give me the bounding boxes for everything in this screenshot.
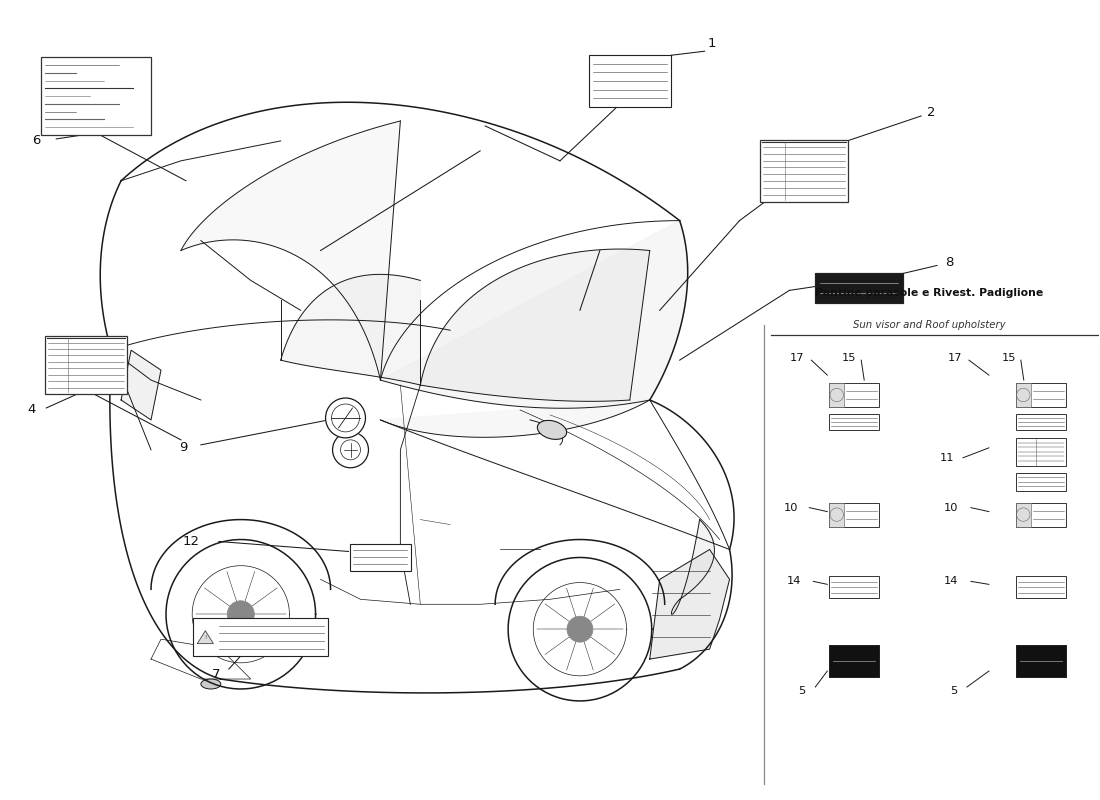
Text: 11: 11 (939, 453, 954, 462)
Polygon shape (420, 249, 650, 402)
Polygon shape (381, 400, 729, 550)
Bar (829, 502, 879, 526)
Text: 12: 12 (183, 535, 199, 548)
Bar (760, 140, 848, 202)
Bar (588, 55, 671, 107)
Polygon shape (671, 519, 714, 614)
Text: Pantine parasole e Rivest. Padiglione: Pantine parasole e Rivest. Padiglione (815, 288, 1043, 298)
Text: 5: 5 (798, 686, 805, 696)
Text: 15: 15 (1002, 353, 1016, 363)
Polygon shape (180, 121, 400, 380)
Text: 8: 8 (945, 256, 954, 269)
Text: 6: 6 (32, 134, 41, 147)
Bar (42, 57, 151, 135)
Bar (1015, 383, 1031, 407)
Bar (829, 383, 879, 407)
Text: 4: 4 (28, 403, 35, 417)
Text: 17: 17 (790, 353, 804, 363)
Bar (1015, 645, 1066, 677)
Circle shape (332, 432, 368, 468)
Ellipse shape (538, 421, 566, 439)
Polygon shape (197, 630, 213, 643)
Polygon shape (121, 350, 161, 420)
Text: 17: 17 (948, 353, 962, 363)
Bar (1015, 383, 1066, 407)
Circle shape (228, 601, 254, 628)
Circle shape (566, 616, 593, 642)
Bar (829, 576, 879, 598)
Bar (1015, 576, 1066, 598)
Bar (815, 274, 903, 303)
Text: Sun visor and Roof upholstery: Sun visor and Roof upholstery (852, 320, 1005, 330)
Bar (815, 274, 903, 303)
Bar (1015, 438, 1066, 466)
Bar (1015, 645, 1066, 677)
Bar (1015, 502, 1031, 526)
Text: 2: 2 (927, 106, 935, 119)
Text: 5: 5 (950, 686, 958, 696)
Text: 7: 7 (211, 667, 220, 681)
Circle shape (326, 398, 365, 438)
Text: 10: 10 (944, 502, 958, 513)
Text: 15: 15 (842, 353, 857, 363)
Polygon shape (381, 221, 688, 408)
Bar (350, 543, 411, 571)
Polygon shape (280, 274, 420, 385)
Ellipse shape (201, 679, 221, 689)
Text: 14: 14 (944, 576, 958, 586)
Bar (829, 502, 845, 526)
Text: 14: 14 (788, 576, 802, 586)
Bar (1015, 502, 1066, 526)
Bar (829, 645, 879, 677)
Bar (1015, 473, 1066, 490)
Bar (829, 414, 879, 430)
Text: 10: 10 (784, 502, 799, 513)
Text: 9: 9 (178, 442, 187, 454)
Bar (45, 336, 128, 394)
Bar (829, 383, 845, 407)
Bar (829, 645, 879, 677)
Bar (194, 618, 328, 656)
Polygon shape (650, 550, 729, 659)
Text: !: ! (205, 635, 207, 641)
Text: 1: 1 (707, 37, 716, 50)
Bar (1015, 414, 1066, 430)
